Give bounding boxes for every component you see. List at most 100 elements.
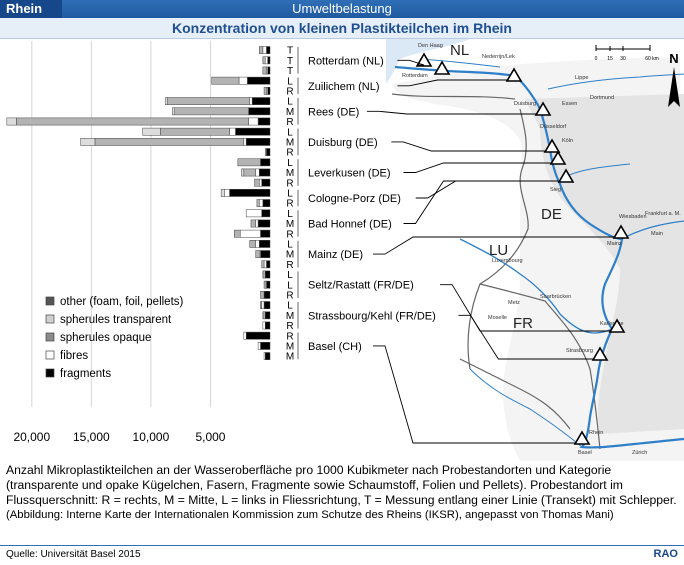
bar-segment-transparent: [142, 127, 161, 136]
north-arrow-icon: N: [668, 51, 680, 107]
sample-position-label: T: [287, 66, 293, 77]
map-place-label: Basel: [578, 450, 592, 456]
bar-segment-fragments: [260, 229, 271, 238]
station-label: Mainz (DE): [308, 249, 363, 261]
map-place-label: Saarbrücken: [540, 294, 571, 300]
bar-segment-fragments: [248, 107, 271, 116]
station-marker-icon: [433, 60, 451, 75]
scale-label: 15: [607, 56, 613, 62]
bar-segment-fragments: [257, 219, 271, 228]
map-place-label: Sieg: [550, 187, 561, 193]
legend-label: spherules transparent: [60, 314, 172, 326]
bar-segment-opaque: [254, 178, 260, 187]
bar-segment-fragments: [264, 352, 271, 360]
legend-swatch: [45, 350, 55, 360]
bar-segment-fragments: [266, 260, 271, 269]
bar-segment-opaque: [262, 56, 266, 65]
caption-text: Anzahl Mikroplastikteilchen an der Wasse…: [6, 463, 677, 507]
sample-position-label: M: [286, 311, 294, 322]
sample-position-label: R: [286, 229, 293, 240]
bar-segment-opaque: [261, 260, 265, 269]
map-place-label: Mainz: [607, 241, 622, 247]
sample-position-label: L: [287, 240, 293, 251]
station-marker-icon: [543, 138, 561, 153]
bar-segment-opaque: [262, 311, 265, 320]
leader-line: [366, 110, 537, 115]
leader-line: [373, 345, 576, 444]
legend-swatch: [45, 296, 55, 306]
sample-position-label: T: [287, 56, 293, 67]
leader-line: [397, 59, 425, 66]
sample-position-label: L: [287, 209, 293, 220]
bar-segment-fragments: [245, 331, 271, 340]
scale-label: 30: [620, 56, 626, 62]
station-marker-icon: [415, 52, 433, 67]
map-place-label: Zürich: [632, 450, 647, 456]
top-bar: Rhein Umweltbelastung: [0, 0, 684, 18]
legend-swatch: [45, 368, 55, 378]
bar-segment-opaque: [260, 301, 262, 309]
leader-line: [440, 284, 611, 332]
legend-label: other (foam, foil, pellets): [60, 296, 184, 308]
topic-tag: Rhein: [0, 0, 62, 18]
bar-segment-opaque: [250, 219, 256, 228]
footer: Quelle: Universität Basel 2015 RAO: [0, 545, 684, 565]
bar-segment-opaque: [259, 46, 264, 54]
bar-segment-opaque: [260, 291, 265, 299]
x-tick-label: 15,000: [73, 430, 110, 444]
bar-segment-fragments: [247, 76, 271, 85]
station-marker-icon: [608, 318, 626, 333]
bar-segment-fragments: [229, 189, 271, 197]
bar-segment-fibres: [245, 209, 262, 218]
bar-segment-opaque: [174, 107, 249, 116]
station-marker-icon: [505, 67, 523, 82]
station-label: Bad Honnef (DE): [308, 219, 392, 231]
rhine-map: 0 15 30 60 km N NL DE LU FR Den Haag Rott…: [386, 39, 684, 461]
station-marker-icon: [612, 224, 630, 239]
map-place-label: Frankfurt a. M.: [645, 211, 681, 217]
caption-note: (Abbildung: Interne Karte der Internatio…: [6, 509, 614, 521]
bar-segment-fibres: [224, 189, 230, 197]
bar-segment-fibres: [262, 46, 267, 54]
bar-segment-opaque: [211, 76, 240, 85]
bar-segment-fragments: [266, 148, 271, 156]
bar-segment-opaque: [94, 138, 245, 146]
bar-segment-opaque: [160, 127, 230, 136]
legend-label: fibres: [60, 350, 88, 362]
sample-position-label: M: [286, 219, 294, 230]
bar-segment-fragments: [259, 240, 271, 248]
sample-position-label: L: [287, 189, 293, 200]
sample-position-label: R: [286, 260, 293, 271]
bar-segment-fibres: [243, 138, 247, 146]
sample-position-label: R: [286, 148, 293, 159]
bar-segment-opaque: [263, 87, 267, 95]
bar-segment-fibres: [229, 127, 236, 136]
bar-segment-fragments: [260, 250, 271, 258]
station-label: Seltz/Rastatt (FR/DE): [308, 280, 414, 292]
bar-segment-opaque: [263, 280, 266, 289]
legend-label: spherules opaque: [60, 332, 151, 344]
sample-position-label: L: [287, 76, 293, 87]
page-title: Konzentration von kleinen Plastikteilche…: [0, 18, 684, 39]
bar-segment-opaque: [249, 240, 256, 248]
bar-segment-fragments: [260, 158, 271, 167]
bar-segment-opaque: [256, 199, 260, 207]
station-label: Zuilichem (NL): [308, 81, 380, 93]
bar-segment-transparent: [241, 168, 245, 177]
bar-segment-transparent: [220, 189, 225, 197]
bar-segment-opaque: [237, 158, 261, 167]
station-marker-icon: [573, 430, 591, 445]
station-label: Cologne-Porz (DE): [308, 193, 401, 205]
leader-line: [458, 314, 594, 360]
bar-segment-fragments: [260, 342, 271, 350]
sample-position-label: M: [286, 107, 294, 118]
bar-segment-fibres: [255, 240, 260, 248]
station-label: Leverkusen (DE): [308, 168, 391, 180]
leader-line: [373, 236, 615, 255]
leader-line: [403, 162, 552, 173]
bar-segment-fibres: [248, 117, 259, 126]
map-place-label: Dortmund: [590, 95, 614, 101]
bar-segment-transparent: [172, 107, 175, 116]
map-place-label: Metz: [508, 300, 520, 306]
sample-position-label: M: [286, 250, 294, 261]
